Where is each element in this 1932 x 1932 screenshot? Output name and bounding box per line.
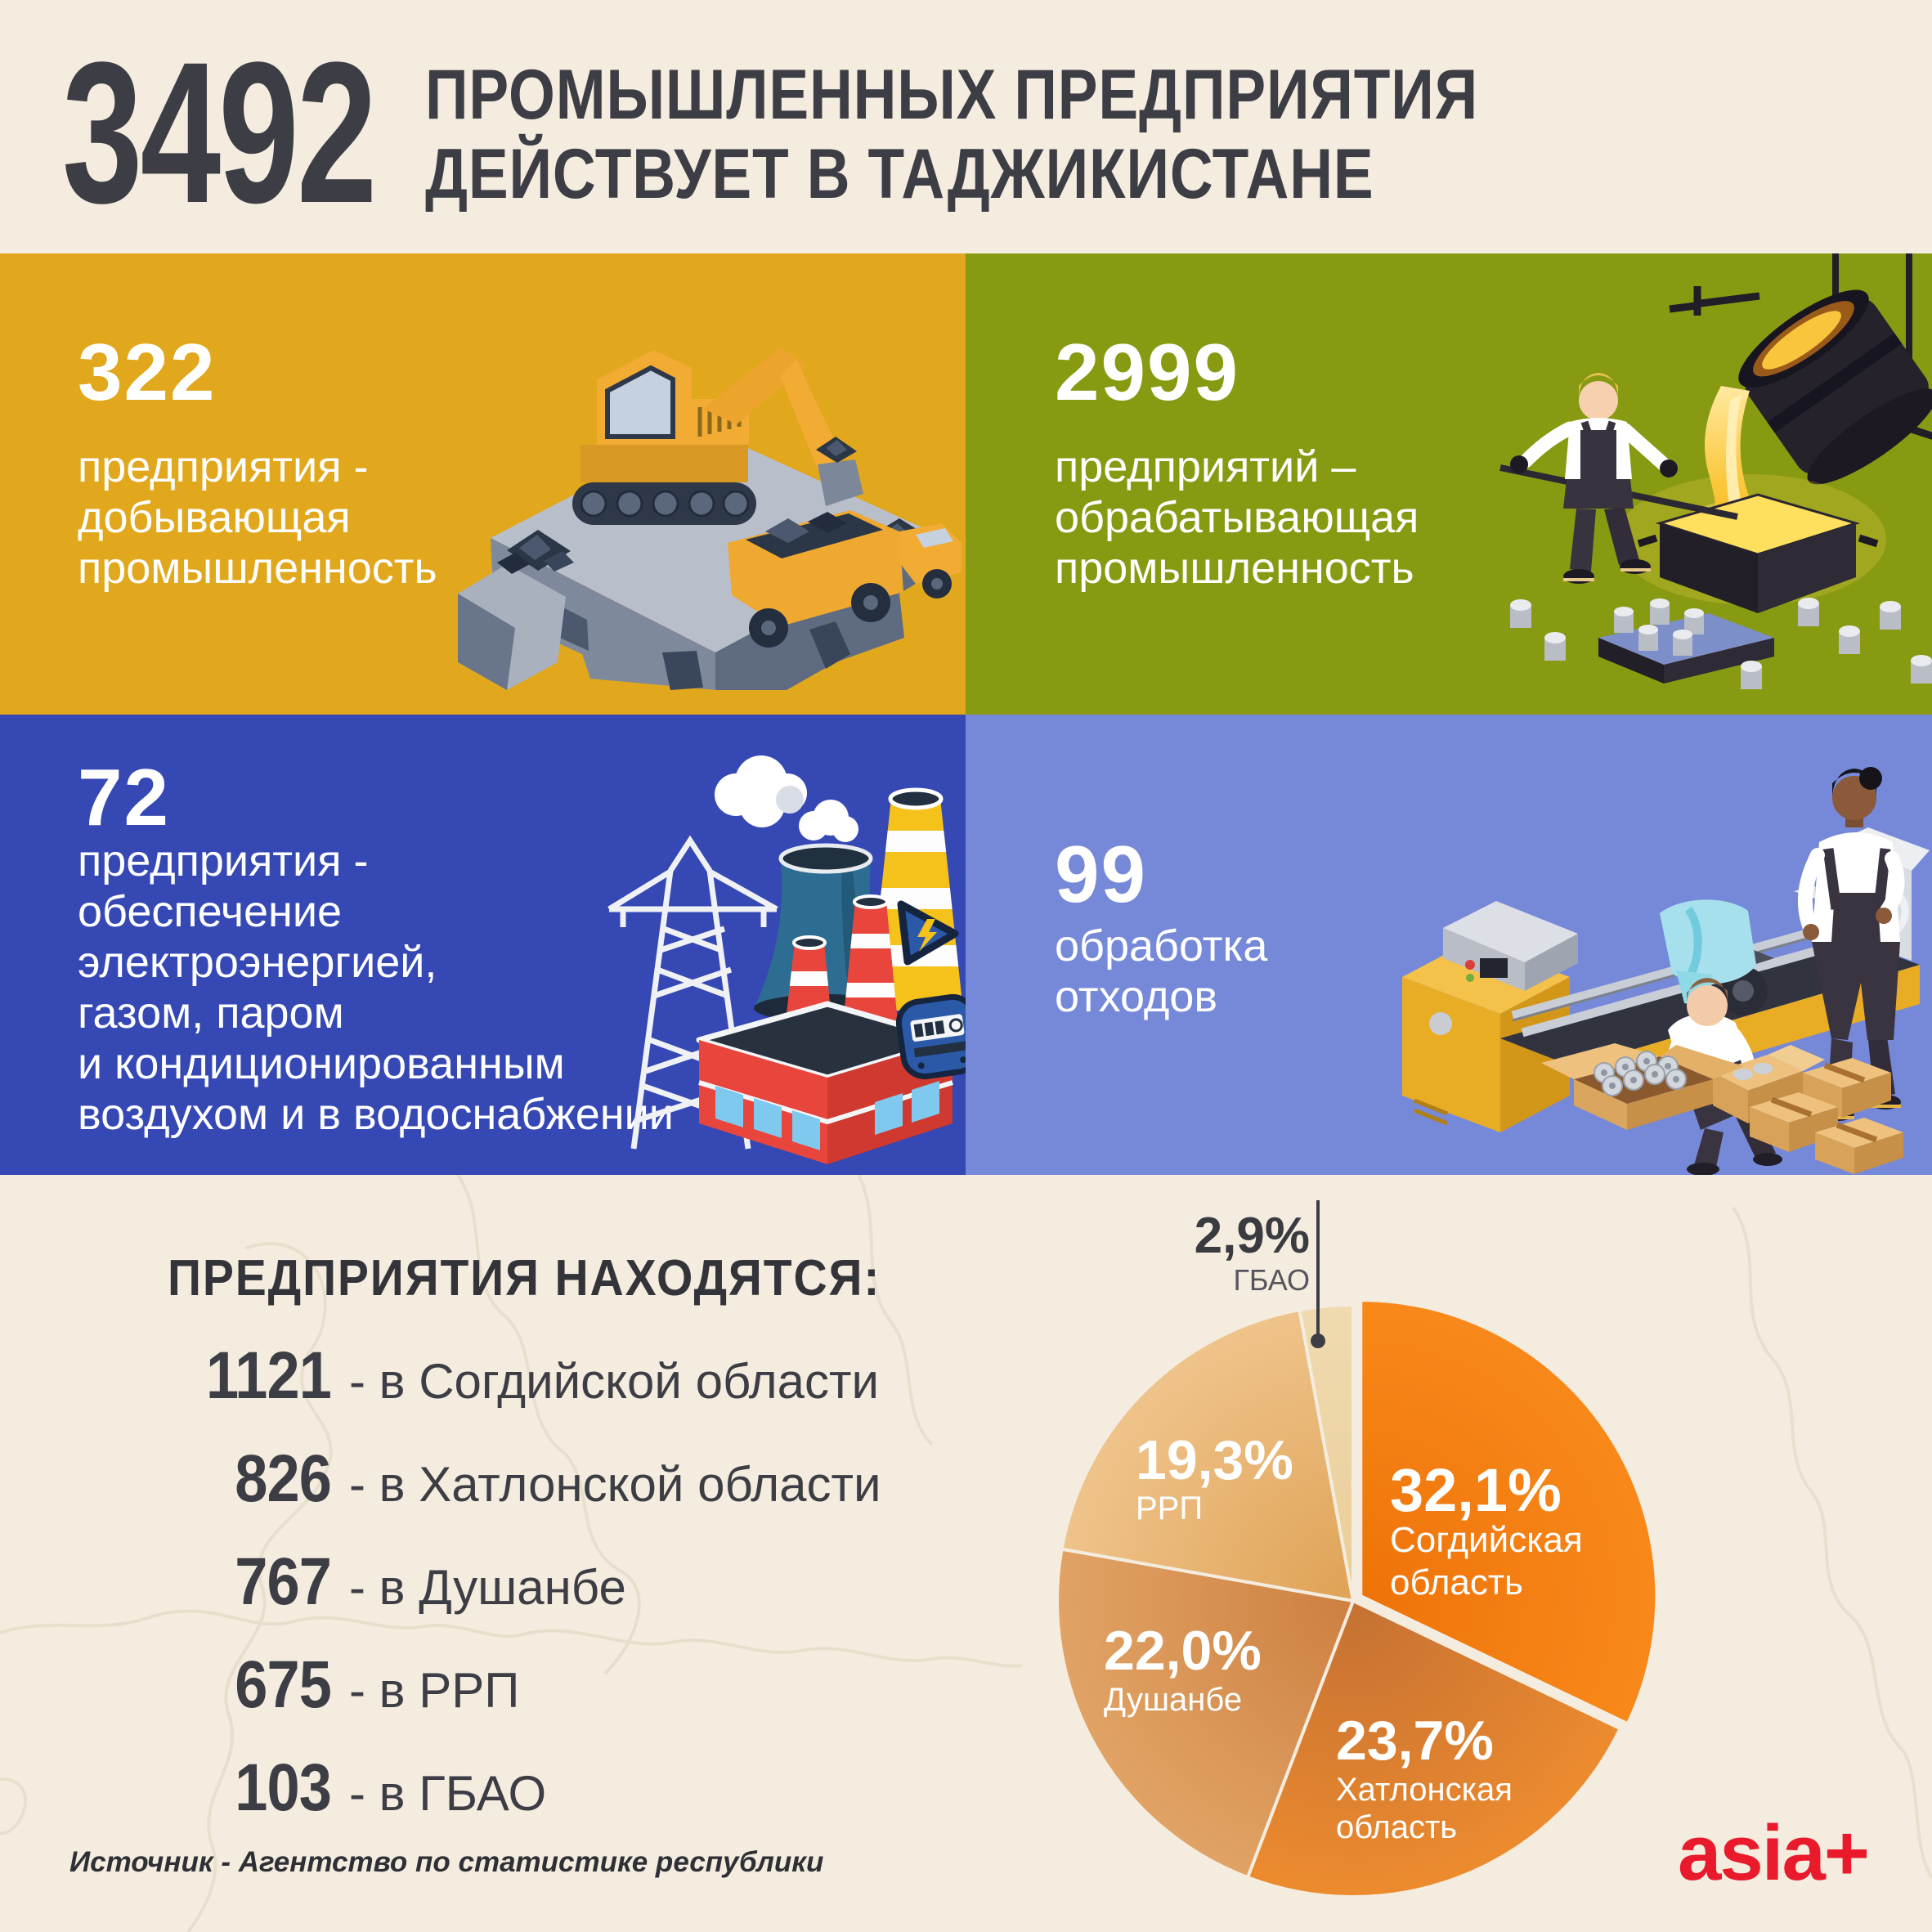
pie-slice-name: Согдийская — [1390, 1520, 1583, 1560]
location-label: - в Согдийской области — [349, 1354, 880, 1409]
pie-slice-name: Хатлонская — [1336, 1772, 1513, 1808]
location-label: - в РРП — [349, 1663, 520, 1718]
metal-cylinders — [1510, 598, 1932, 689]
steam-cloud-icon — [715, 755, 858, 842]
quadrant-manufacturing: 2999 предприятий – обрабатывающая промыш… — [966, 253, 1932, 715]
location-label: - в ГБАО — [349, 1766, 547, 1821]
quadrant-utilities: 72 предприятия - обеспечение электроэнер… — [0, 715, 966, 1175]
quadrant-mining: 322 предприятия - добывающая промышленно… — [0, 253, 966, 715]
mining-illustration — [458, 347, 962, 690]
pie-slice-0 — [1359, 1298, 1659, 1726]
location-row-sogd: 1121 - в Согдийской области — [168, 1338, 879, 1414]
location-value: 675 — [235, 1647, 332, 1722]
worker-standing — [1797, 767, 1905, 1121]
pie-percent-label: 22,0% — [1104, 1620, 1262, 1682]
locations-heading: ПРЕДПРИЯТИЯ НАХОДЯТСЯ: — [168, 1250, 881, 1307]
manufacturing-caption: предприятий – обрабатывающая промышленно… — [1055, 442, 1419, 593]
pie-percent-label: 23,7% — [1336, 1710, 1494, 1772]
title-line-1: ПРОМЫШЛЕННЫХ ПРЕДПРИЯТИЯ — [425, 56, 1479, 134]
location-label: - в Душанбе — [349, 1560, 626, 1615]
worker-packing — [1667, 978, 1825, 1175]
electric-meter-icon — [895, 993, 966, 1080]
location-row-rrp: 675 - в РРП — [168, 1647, 519, 1724]
tajikistan-map-outline — [0, 1175, 1932, 1932]
box-of-parts — [1541, 1043, 1744, 1130]
pie-slice-name: Душанбе — [1104, 1682, 1242, 1718]
title-line-2: ДЕЙСТВУЕТ В ТАДЖИКИСТАНЕ — [425, 135, 1374, 213]
cardboard-boxes — [1750, 1058, 1903, 1174]
utilities-count: 72 — [78, 752, 171, 842]
callout-dot — [1311, 1334, 1325, 1348]
total-enterprises-number: 3492 — [62, 20, 377, 245]
pie-slice-1 — [1246, 1599, 1622, 1898]
manufacturing-count: 2999 — [1055, 327, 1240, 417]
asia-plus-logo: asia+ — [1678, 1809, 1870, 1897]
waste-count: 99 — [1055, 829, 1148, 919]
regions-pie-chart: 32,1%Согдийскаяобласть23,7%Хатлонскаяобл… — [1056, 1200, 1659, 1898]
utilities-caption: предприятия - обеспечение электроэнергие… — [78, 836, 674, 1139]
metallurgy-illustration — [1499, 253, 1932, 689]
mining-count: 322 — [78, 327, 217, 417]
pie-slice-name: РРП — [1136, 1490, 1203, 1526]
pie-percent-label: 19,3% — [1136, 1429, 1293, 1491]
mining-caption: предприятия - добывающая промышленность — [78, 442, 437, 593]
location-row-khatlon: 826 - в Хатлонской области — [168, 1441, 881, 1517]
location-label: - в Хатлонской области — [349, 1457, 881, 1512]
location-value: 826 — [235, 1441, 332, 1516]
location-value: 767 — [235, 1544, 332, 1619]
infographic-title: ПРОМЫШЛЕННЫХ ПРЕДПРИЯТИЯ ДЕЙСТВУЕТ В ТАД… — [425, 56, 1478, 214]
source-note: Источник - Агентство по статистике респу… — [69, 1846, 824, 1878]
pie-percent-label: 32,1% — [1390, 1456, 1562, 1524]
location-value: 1121 — [205, 1338, 332, 1413]
machining-illustration — [1402, 767, 1930, 1175]
location-row-gbao: 103 - в ГБАО — [168, 1750, 546, 1827]
pie-slice-name: область — [1390, 1562, 1523, 1603]
pie-slice-3 — [1060, 1308, 1355, 1603]
location-value: 103 — [235, 1750, 332, 1825]
pie-slice-name: ГБАО — [1233, 1263, 1310, 1297]
pie-slice-name: область — [1336, 1809, 1457, 1845]
high-voltage-sign-icon — [897, 900, 959, 966]
location-row-dushanbe: 767 - в Душанбе — [168, 1544, 626, 1620]
pie-slice-2 — [1056, 1547, 1355, 1880]
quadrant-waste: 99 обработка отходов — [966, 715, 1932, 1175]
pie-slice-4 — [1298, 1303, 1355, 1603]
waste-caption: обработка отходов — [1055, 921, 1268, 1021]
pie-percent-label: 2,9% — [1195, 1208, 1310, 1264]
